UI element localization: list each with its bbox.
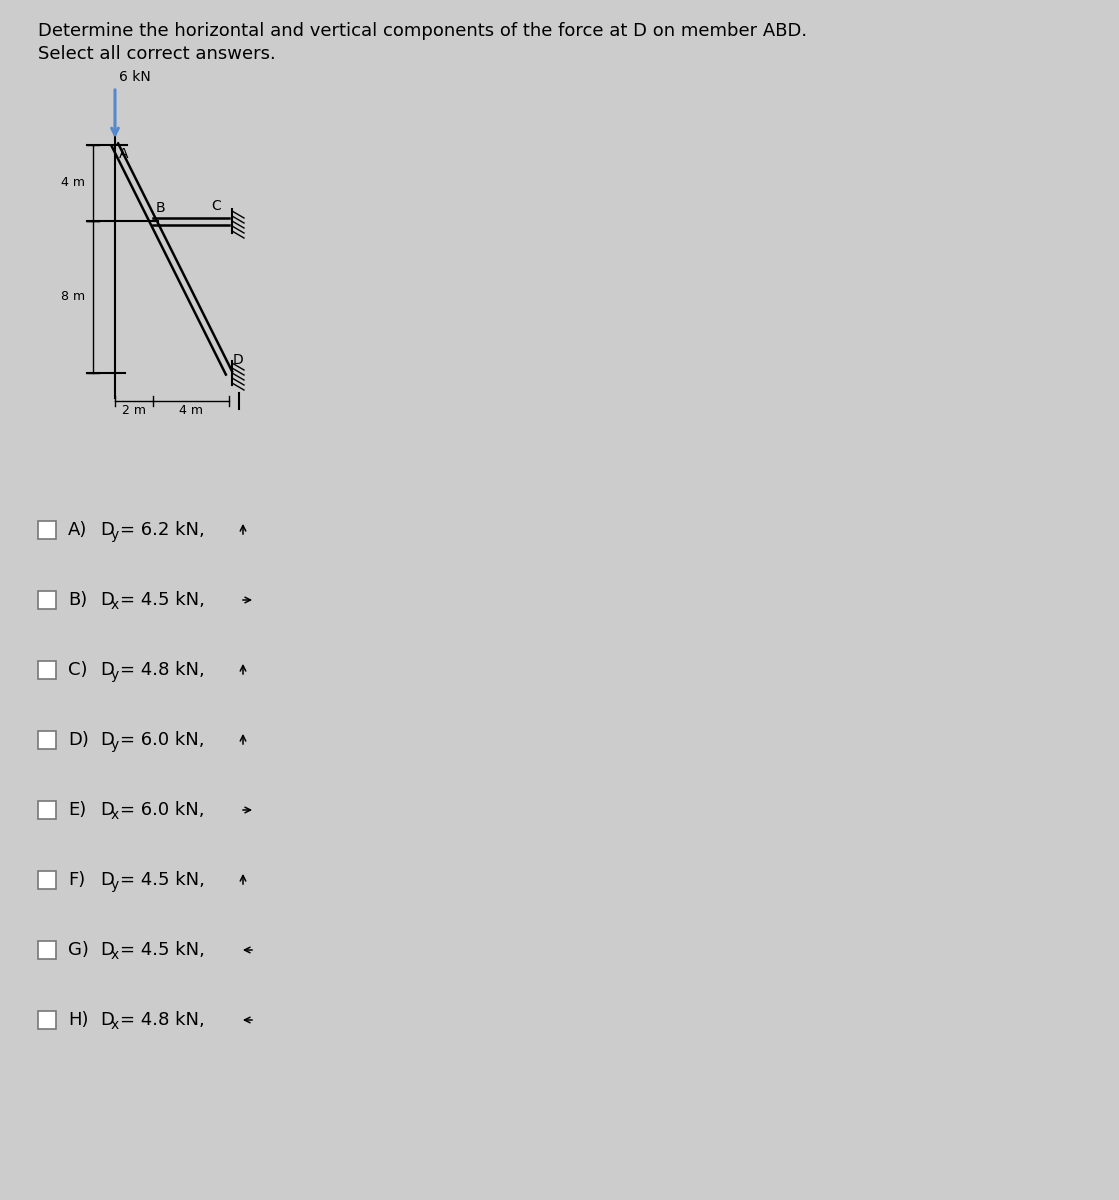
Text: B: B [156, 200, 166, 215]
Text: = 6.0 kN,: = 6.0 kN, [120, 802, 205, 818]
Text: y: y [111, 878, 120, 892]
Text: y: y [111, 668, 120, 682]
Text: D: D [100, 590, 114, 608]
Text: H): H) [68, 1010, 88, 1028]
Text: x: x [111, 808, 120, 822]
Bar [38, 731, 56, 749]
Text: Determine the horizontal and vertical components of the force at D on member ABD: Determine the horizontal and vertical co… [38, 22, 807, 40]
Text: D: D [100, 871, 114, 889]
Text: C: C [211, 199, 220, 214]
Text: 6 kN: 6 kN [119, 70, 151, 84]
Text: D: D [100, 521, 114, 539]
Text: y: y [111, 738, 120, 752]
Text: y: y [111, 528, 120, 542]
Text: F): F) [68, 871, 85, 889]
Text: 4 m: 4 m [179, 404, 203, 416]
Bar [38, 871, 56, 889]
Text: B): B) [68, 590, 87, 608]
Text: 2 m: 2 m [122, 404, 145, 416]
Text: D: D [233, 353, 244, 367]
Text: D: D [100, 802, 114, 818]
Text: x: x [111, 598, 120, 612]
Text: E): E) [68, 802, 86, 818]
Text: D: D [100, 661, 114, 679]
Text: Select all correct answers.: Select all correct answers. [38, 44, 275, 62]
Bar [38, 661, 56, 679]
Text: = 4.8 kN,: = 4.8 kN, [120, 661, 205, 679]
Text: = 4.5 kN,: = 4.5 kN, [120, 871, 205, 889]
Text: = 6.0 kN,: = 6.0 kN, [120, 731, 205, 749]
Text: = 4.8 kN,: = 4.8 kN, [120, 1010, 205, 1028]
Text: A): A) [68, 521, 87, 539]
Text: = 4.5 kN,: = 4.5 kN, [120, 590, 205, 608]
Text: = 4.5 kN,: = 4.5 kN, [120, 941, 205, 959]
Text: D: D [100, 731, 114, 749]
Text: D: D [100, 1010, 114, 1028]
Text: x: x [111, 948, 120, 962]
Text: 8 m: 8 m [60, 290, 85, 304]
Bar [38, 590, 56, 608]
Text: x: x [111, 1018, 120, 1032]
Text: = 6.2 kN,: = 6.2 kN, [120, 521, 205, 539]
Text: 4 m: 4 m [62, 176, 85, 190]
Text: G): G) [68, 941, 88, 959]
Bar [38, 521, 56, 539]
Text: A: A [119, 146, 129, 161]
Text: C): C) [68, 661, 87, 679]
Bar [38, 1010, 56, 1028]
Bar [38, 802, 56, 818]
Text: D: D [100, 941, 114, 959]
Bar [38, 941, 56, 959]
Text: D): D) [68, 731, 88, 749]
